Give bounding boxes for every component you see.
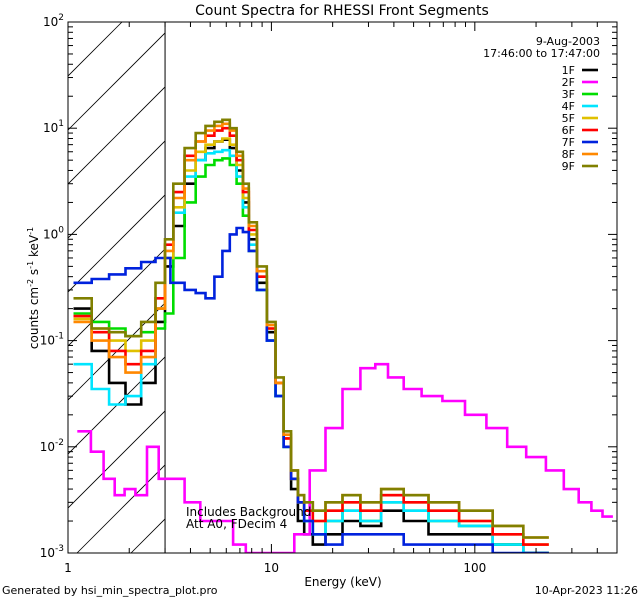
legend-label-2f: 2F [562,76,575,89]
x-tick-label: 100 [463,561,486,575]
legend-label-1f: 1F [562,64,575,77]
annotation-background: Includes Background [186,505,311,519]
series-line-9f [73,118,549,539]
hatch-line [68,86,166,185]
flare-time-range: 17:46:00 to 17:47:00 [483,47,600,60]
y-tick-label: 10-2 [40,438,64,454]
y-tick-label: 10-3 [40,544,64,560]
legend-label-4f: 4F [562,100,575,113]
render-timestamp: 10-Apr-2023 11:26 [535,584,638,597]
hatch-line [68,410,166,509]
generated-by: Generated by hsi_min_spectra_plot.pro [2,584,218,597]
legend-label-8f: 8F [562,148,575,161]
x-tick-label: 10 [264,561,279,575]
hatch-line [68,194,166,293]
series-line-2f [77,362,613,553]
hatch-line [68,32,166,131]
chart-title: Count Spectra for RHESSI Front Segments [195,3,489,19]
series-line-7f [73,226,549,553]
legend-label-9f: 9F [562,160,575,173]
x-axis-ticks: 1 10 100 [64,22,618,575]
legend-label-5f: 5F [562,112,575,125]
x-axis-label: Energy (keV) [304,575,381,589]
legend-label-6f: 6F [562,124,575,137]
hatched-region [68,22,166,553]
plot-frame [67,21,618,554]
y-axis-ticks: 10-3 10-2 10-1 100 101 102 [40,13,617,560]
series-layer [73,118,613,553]
y-tick-label: 100 [43,225,64,241]
y-tick-label: 102 [43,13,64,29]
x-tick-label: 1 [64,561,72,575]
legend-label-7f: 7F [562,136,575,149]
y-axis-label: counts cm-2 s-1 keV-1 [26,227,41,349]
y-tick-label: 101 [43,119,64,135]
legend-label-3f: 3F [562,88,575,101]
annotation-attenuator: Att A0, FDecim 4 [186,517,287,531]
hatch-line [68,248,166,347]
y-tick-label: 10-1 [40,332,64,348]
flare-date: 9-Aug-2003 [536,35,600,48]
